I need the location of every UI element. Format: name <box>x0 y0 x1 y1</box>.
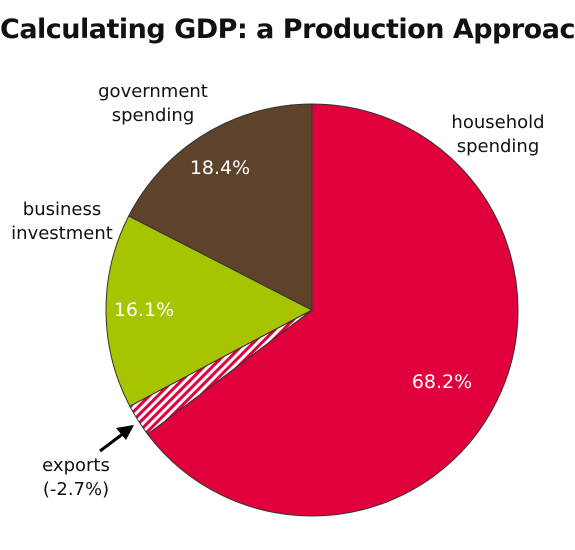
arrow-line <box>99 431 125 453</box>
pie-slices <box>105 103 519 517</box>
exports-arrow <box>99 425 134 453</box>
slice-government-spending <box>128 103 313 311</box>
pie-labels: 68.2% household spending exports (-2.7%) 16.1… <box>11 81 544 500</box>
category-label-household-spending: household spending <box>451 112 544 157</box>
category-label-exports: exports (-2.7%) <box>42 455 110 500</box>
value-label-household-spending: 68.2% <box>412 371 472 393</box>
value-label-business-investment: 16.1% <box>114 299 174 321</box>
category-label-business-investment: business investment <box>11 199 113 244</box>
slice-household-spending <box>146 103 519 517</box>
arrow-head <box>116 425 134 440</box>
slice-business-investment <box>105 215 314 407</box>
chart-title: Calculating GDP: a Production Approach <box>0 14 575 45</box>
category-label-government-spending: government spending <box>98 81 208 126</box>
value-label-government-spending: 18.4% <box>190 157 250 179</box>
